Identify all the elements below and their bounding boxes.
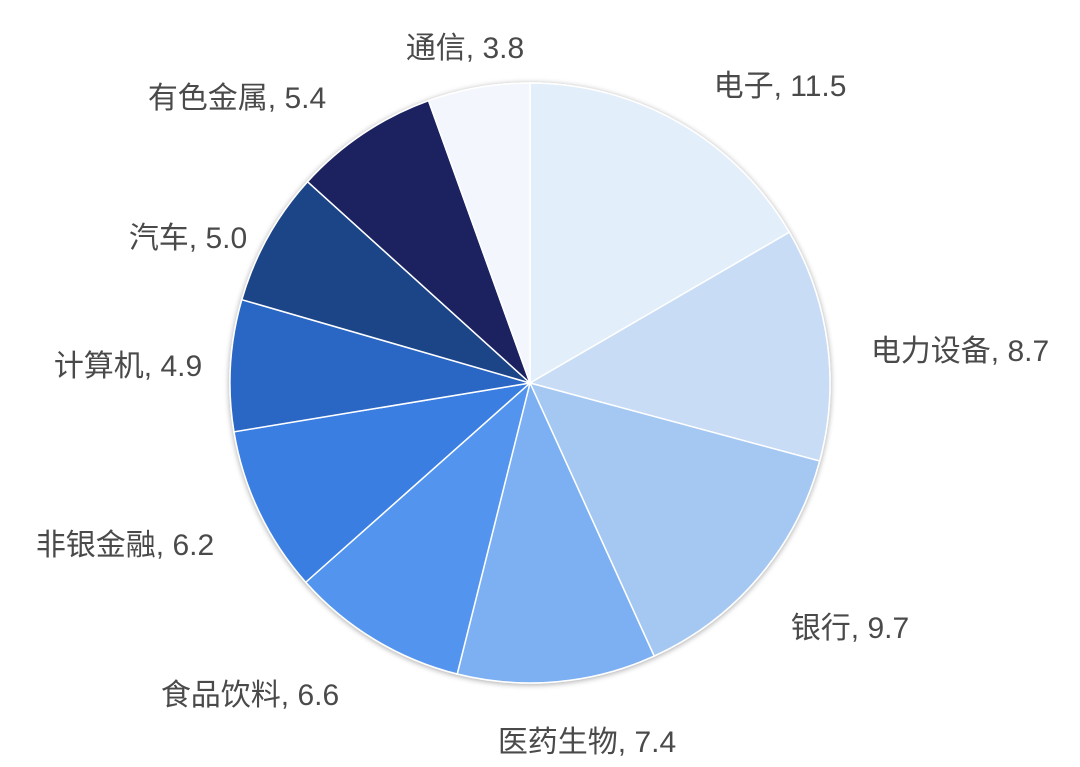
slice-label-9: 通信, 3.8 (406, 32, 524, 65)
slice-label-2: 银行, 9.7 (791, 612, 909, 645)
pie-slice-2 (528, 381, 821, 658)
pie-labels: 电子, 11.5 电力设备, 8.7 银行, 9.7 医药生物, 7.4 食品饮料, 6… (36, 32, 1049, 759)
pie-slice-8 (306, 99, 531, 384)
pie-slice-1 (528, 231, 831, 462)
pie-slice-6 (229, 298, 531, 433)
pie-slice-9 (427, 82, 531, 384)
pie-slice-7 (240, 180, 531, 384)
pie-slices (229, 82, 831, 684)
slice-label-8: 有色金属, 5.4 (148, 82, 326, 115)
pie-slice-3 (456, 380, 656, 684)
slice-label-3: 医药生物, 7.4 (498, 726, 676, 759)
slice-label-1: 电力设备, 8.7 (871, 335, 1049, 368)
pie-slice-5 (233, 381, 533, 584)
slice-label-4: 食品饮料, 6.6 (161, 679, 339, 712)
pie-slice-0 (529, 82, 791, 385)
slice-label-7: 汽车, 5.0 (129, 222, 247, 255)
slice-label-5: 非银金融, 6.2 (36, 529, 214, 562)
slice-label-0: 电子, 11.5 (714, 70, 847, 103)
slice-label-6: 计算机, 4.9 (54, 350, 202, 383)
pie-slice-4 (304, 380, 532, 675)
